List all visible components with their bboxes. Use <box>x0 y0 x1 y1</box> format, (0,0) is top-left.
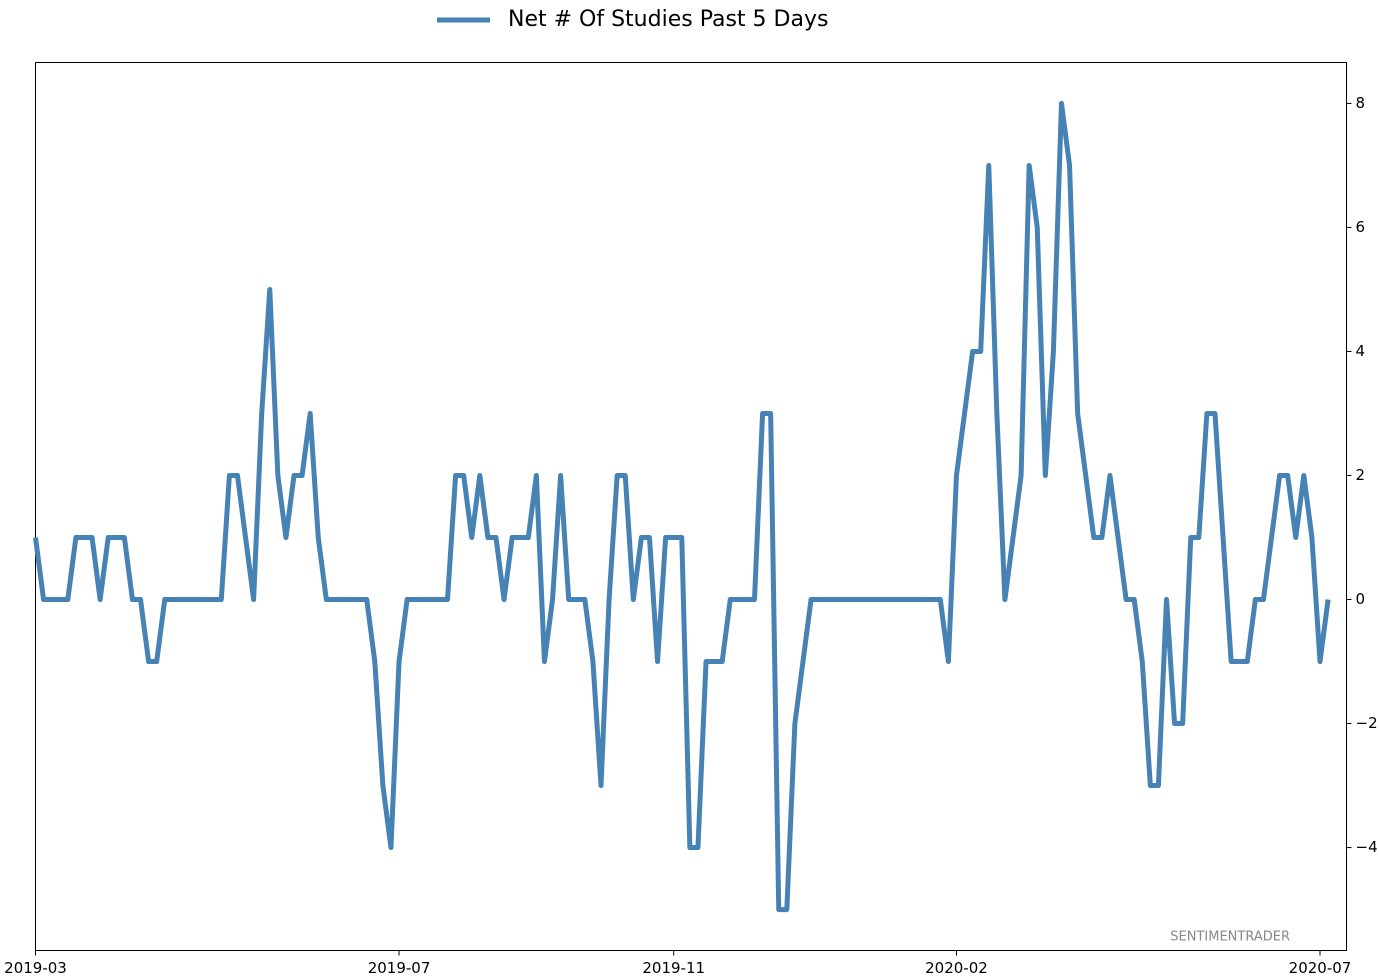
y-tick-label: 2 <box>1356 466 1366 484</box>
legend-label: Net # Of Studies Past 5 Days <box>508 7 828 32</box>
plot-frame <box>35 62 1347 951</box>
y-tick-label: 4 <box>1356 342 1366 360</box>
y-tick-label: −4 <box>1356 838 1378 856</box>
x-tick-label: 2019-11 <box>642 959 705 977</box>
watermark: SENTIMENTRADER <box>1170 930 1290 945</box>
x-tick-label: 2019-03 <box>4 959 67 977</box>
y-tick-label: 8 <box>1356 94 1366 112</box>
y-tick-label: 6 <box>1356 218 1366 236</box>
x-tick-label: 2019-07 <box>368 959 431 977</box>
x-tick-label: 2020-07 <box>1289 959 1352 977</box>
x-tick-label: 2020-02 <box>925 959 988 977</box>
y-tick-label: −2 <box>1356 714 1378 732</box>
data-line <box>33 100 1331 913</box>
y-tick-label: 0 <box>1356 590 1366 608</box>
